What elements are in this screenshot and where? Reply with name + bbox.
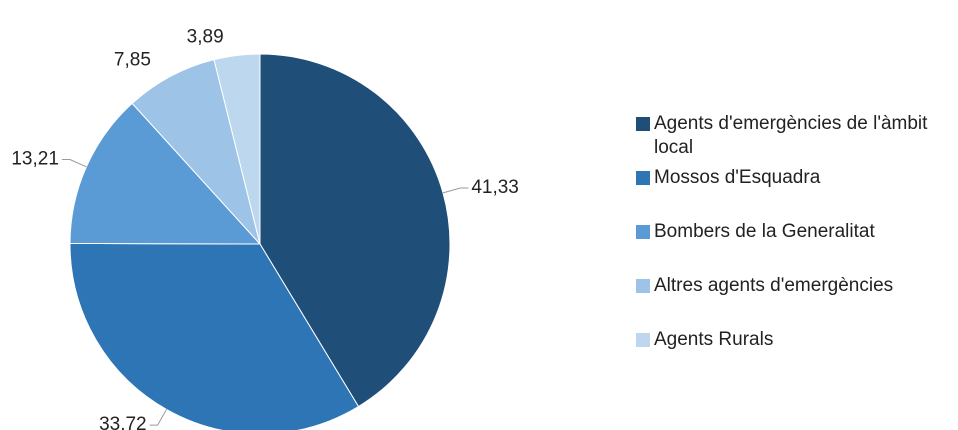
leader-line [61, 159, 87, 168]
legend-item: Agents Rurals [636, 328, 958, 352]
pie-slice [69, 102, 262, 245]
legend-label: Bombers de la Generalitat [654, 221, 875, 242]
leader-line [442, 187, 469, 194]
leader-line [149, 409, 167, 426]
data-label: 13,21 [11, 149, 59, 170]
legend-label: Mossos d'Esquadra [654, 167, 821, 188]
pie-slice [259, 53, 451, 408]
pie-slice [131, 59, 261, 245]
legend-swatch [636, 225, 650, 239]
legend-swatch [636, 279, 650, 293]
legend-item: Altres agents d'emergències [636, 274, 958, 298]
legend-label: Agents Rurals [654, 329, 774, 350]
legend-label: Altres agents d'emergències [654, 275, 894, 296]
legend-swatch [636, 117, 650, 131]
legend-item: Agents d'emergències de l'àmbit local [636, 112, 936, 160]
data-label: 33,72 [99, 414, 147, 430]
legend-swatch [636, 171, 650, 185]
legend-swatch [636, 333, 650, 347]
data-label: 7,85 [114, 50, 151, 71]
legend-item: Mossos d'Esquadra [636, 166, 958, 190]
legend-label: Agents d'emergències de l'àmbit local [654, 113, 928, 158]
data-label: 3,89 [187, 27, 224, 48]
data-label: 41,33 [471, 177, 519, 198]
legend-item: Bombers de la Generalitat [636, 220, 958, 244]
pie-slice [213, 53, 261, 245]
